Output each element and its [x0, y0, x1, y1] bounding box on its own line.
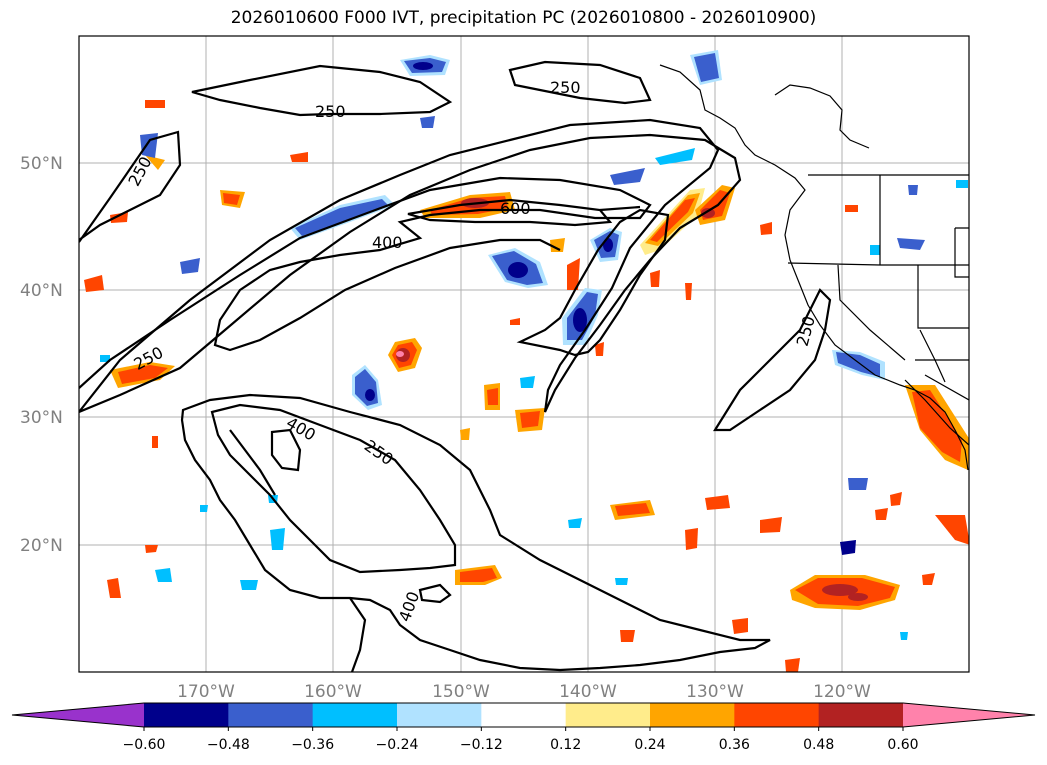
- colorbar-tick-label: 0.24: [634, 737, 665, 753]
- colorbar: −0.60 −0.48 −0.36 −0.24 −0.12 0.12 0.24 0.36 0.4…: [11, 702, 1036, 753]
- colorbar-tick-label: −0.48: [207, 737, 250, 753]
- colorbar-bin: [144, 703, 229, 727]
- colorbar-bin: [312, 703, 398, 727]
- plot-frame: [78, 35, 970, 673]
- coastlines: [659, 64, 969, 471]
- colorbar-bin: [228, 703, 314, 727]
- longitude-labels: 170°W 160°W 150°W 140°W 130°W 120°W: [177, 682, 871, 702]
- contour-label: 400: [372, 233, 403, 252]
- lat-label: 50°N: [20, 154, 63, 174]
- latitude-labels: 50°N 40°N 30°N 20°N: [20, 154, 63, 556]
- lon-label: 170°W: [177, 682, 235, 702]
- map-title: 2026010600 F000 IVT, precipitation PC (2…: [230, 8, 817, 28]
- plot-area: [79, 36, 969, 672]
- graticule: [79, 36, 969, 672]
- lon-label: 150°W: [432, 682, 490, 702]
- lon-label: 120°W: [813, 682, 871, 702]
- ivt-contours: [79, 60, 832, 672]
- precip-negative: [100, 50, 968, 640]
- colorbar-bin: [397, 703, 482, 727]
- colorbar-bin: [650, 703, 735, 727]
- lon-label: 130°W: [686, 682, 744, 702]
- contour-label: 600: [500, 199, 531, 218]
- lon-label: 140°W: [559, 682, 617, 702]
- colorbar-tick-label: −0.24: [376, 737, 419, 753]
- colorbar-extension-low: [12, 703, 144, 727]
- colorbar-tick-label: 0.48: [803, 737, 834, 753]
- colorbar-tick-label: 0.60: [887, 737, 918, 753]
- colorbar-bin: [481, 703, 567, 727]
- colorbar-bin: [818, 703, 904, 727]
- colorbar-bin: [565, 703, 651, 727]
- colorbar-extension-high: [903, 703, 1035, 727]
- contour-label: 250: [315, 102, 346, 121]
- colorbar-tick-label: 0.36: [719, 737, 750, 753]
- lon-label: 160°W: [304, 682, 362, 702]
- colorbar-tick-label: −0.60: [123, 737, 166, 753]
- lat-label: 30°N: [20, 408, 63, 428]
- colorbar-tick-label: 0.12: [550, 737, 581, 753]
- lat-label: 20°N: [20, 536, 63, 556]
- lat-label: 40°N: [20, 281, 63, 301]
- colorbar-tick-label: −0.36: [291, 737, 334, 753]
- colorbar-bin: [734, 703, 820, 727]
- contour-label: 250: [550, 78, 581, 97]
- colorbar-tick-label: −0.12: [460, 737, 503, 753]
